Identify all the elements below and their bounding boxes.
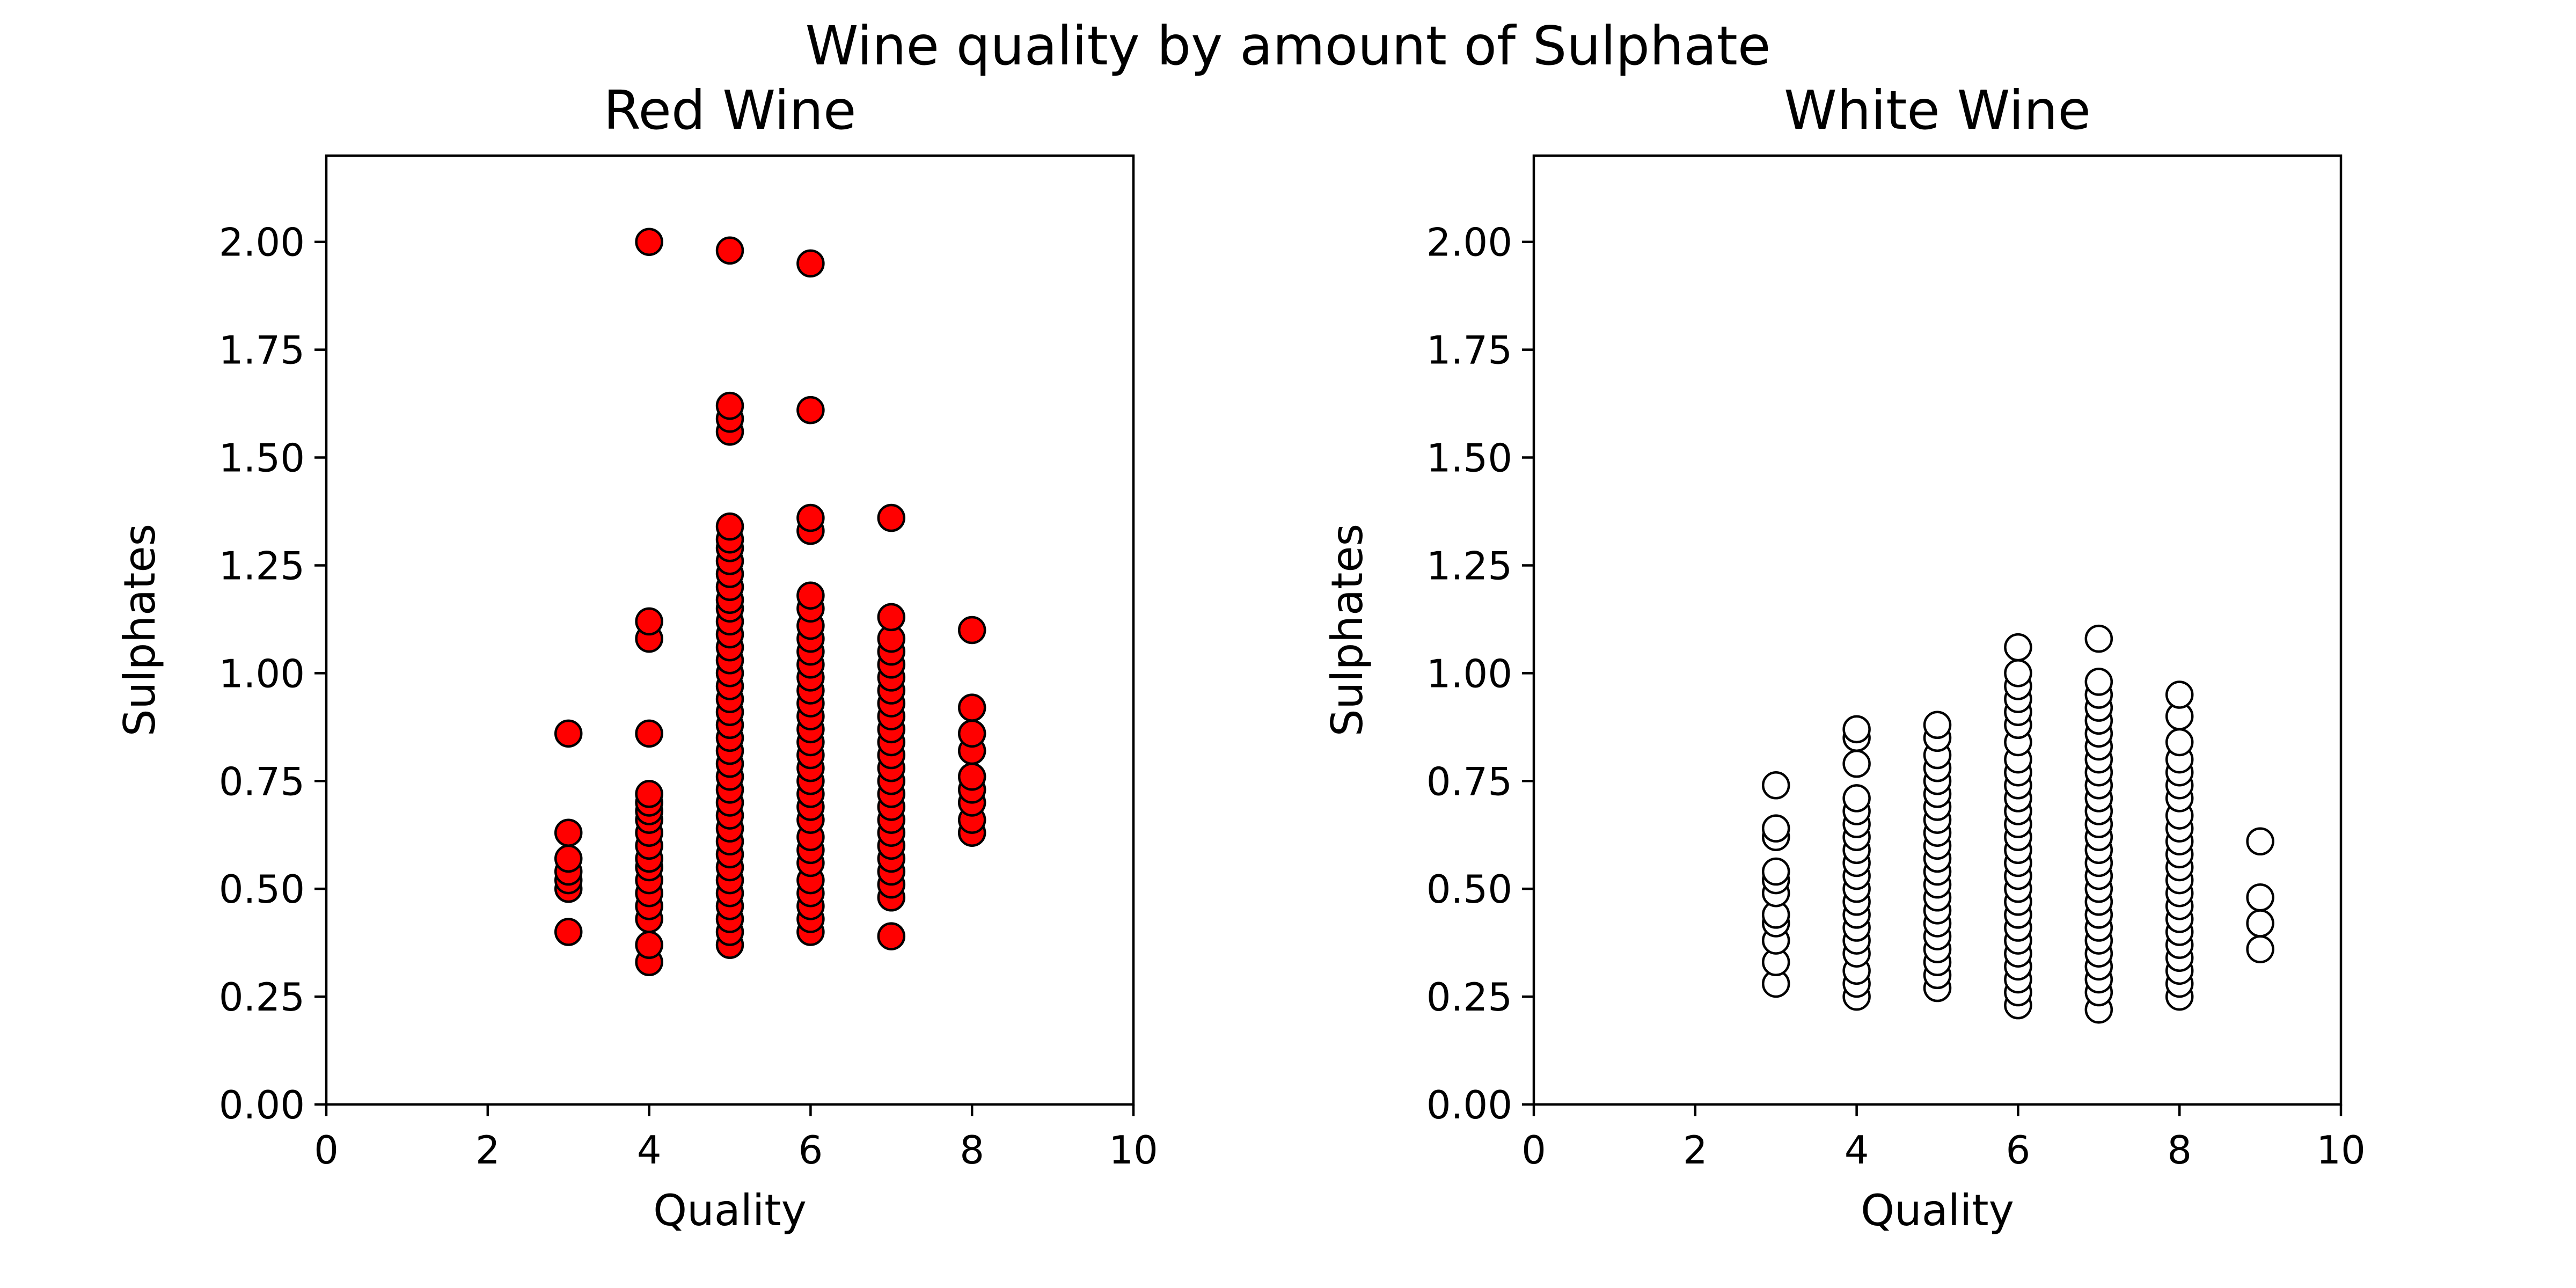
- white-wine-y-tick-label: 0.25: [1426, 975, 1512, 1020]
- red-wine-data-point: [957, 616, 986, 645]
- white-wine-title: White Wine: [1784, 79, 2091, 142]
- red-wine-y-tick-label: 1.75: [219, 328, 305, 373]
- white-wine-y-tick-label: 0.00: [1426, 1082, 1512, 1128]
- red-wine-data-point: [715, 236, 744, 265]
- white-wine-data-point: [1761, 771, 1790, 800]
- red-wine-panel: Red Wine Quality Sulphates 0 2 4 6 8 10 0.00 0.25 0…: [115, 79, 1158, 1235]
- white-wine-x-tick-label: 10: [2316, 1128, 2366, 1173]
- red-wine-y-tick-label: 1.00: [219, 651, 305, 696]
- red-wine-data-point: [796, 503, 825, 532]
- white-wine-y-tick-label: 0.75: [1426, 759, 1512, 804]
- white-wine-x-tick-label: 2: [1683, 1128, 1708, 1173]
- white-wine-data-point: [2084, 668, 2113, 696]
- red-wine-y-axis-label: Sulphates: [115, 524, 165, 736]
- red-wine-x-tick-label: 4: [637, 1128, 662, 1173]
- red-wine-x-axis-label: Quality: [653, 1185, 807, 1235]
- red-wine-x-tick-label: 6: [798, 1128, 823, 1173]
- white-wine-data-point: [2084, 624, 2113, 653]
- red-wine-data-point: [877, 503, 906, 532]
- red-wine-y-tick-label: 0.00: [219, 1082, 305, 1128]
- red-wine-data-point: [957, 762, 986, 791]
- red-wine-data-point: [635, 719, 663, 748]
- white-wine-data-point: [2165, 680, 2194, 709]
- red-wine-data-point: [554, 844, 583, 873]
- red-wine-y-tick-label: 0.75: [219, 759, 305, 804]
- red-wine-x-tick-label: 0: [314, 1128, 339, 1173]
- white-wine-data-point: [1842, 784, 1871, 813]
- red-wine-y-tick-label: 1.25: [219, 543, 305, 588]
- red-wine-y-tick-label: 1.50: [219, 436, 305, 481]
- white-wine-x-tick-label: 0: [1521, 1128, 1546, 1173]
- red-wine-data-point: [957, 693, 986, 722]
- red-wine-y-tick-label: 0.25: [219, 975, 305, 1020]
- white-wine-data-point: [1761, 814, 1790, 843]
- red-wine-axes-frame: [325, 154, 1135, 1106]
- white-wine-x-axis-label: Quality: [1861, 1185, 2014, 1235]
- figure-suptitle: Wine quality by amount of Sulphate: [806, 14, 1771, 77]
- white-wine-data-point: [2246, 935, 2274, 963]
- white-wine-data-point: [2246, 827, 2274, 856]
- red-wine-data-point: [554, 918, 583, 946]
- red-wine-data-point: [635, 607, 663, 636]
- red-wine-y-tick-label: 2.00: [219, 220, 305, 265]
- white-wine-x-tick-label: 4: [1845, 1128, 1869, 1173]
- red-wine-x-tick-label: 10: [1109, 1128, 1158, 1173]
- white-wine-axes-frame: [1532, 154, 2343, 1106]
- white-wine-y-tick-label: 0.50: [1426, 867, 1512, 912]
- white-wine-panel: White Wine Quality Sulphates 0 2 4 6 8 10 0.00 0.2…: [1322, 79, 2366, 1235]
- white-wine-y-axis-label: Sulphates: [1322, 524, 1372, 736]
- white-wine-data-point: [1923, 711, 1952, 740]
- white-wine-y-tick-label: 2.00: [1426, 220, 1512, 265]
- red-wine-title: Red Wine: [603, 79, 856, 142]
- red-wine-data-point: [715, 391, 744, 420]
- red-wine-data-point: [635, 780, 663, 808]
- red-wine-data-point: [635, 931, 663, 959]
- white-wine-y-tick-label: 1.75: [1426, 328, 1512, 373]
- white-wine-data-point: [2246, 909, 2274, 938]
- red-wine-data-point: [715, 512, 744, 541]
- red-wine-data-point: [554, 818, 583, 847]
- red-wine-x-tick-label: 2: [475, 1128, 500, 1173]
- red-wine-data-point: [796, 581, 825, 610]
- white-wine-y-tick-label: 1.50: [1426, 436, 1512, 481]
- red-wine-data-point: [957, 719, 986, 748]
- red-wine-y-tick-label: 0.50: [219, 867, 305, 912]
- red-wine-data-point: [796, 396, 825, 425]
- white-wine-data-point: [2004, 633, 2032, 662]
- white-wine-data-point: [2004, 659, 2032, 687]
- red-wine-x-tick-label: 8: [960, 1128, 984, 1173]
- red-wine-data-point: [635, 228, 663, 256]
- white-wine-data-point: [1761, 857, 1790, 886]
- red-wine-data-point: [796, 249, 825, 278]
- red-wine-data-point: [877, 603, 906, 632]
- white-wine-data-point: [2165, 728, 2194, 757]
- white-wine-data-point: [2246, 883, 2274, 912]
- red-wine-data-point: [877, 922, 906, 950]
- red-wine-data-point: [554, 719, 583, 748]
- white-wine-data-point: [1842, 749, 1871, 778]
- white-wine-x-tick-label: 6: [2006, 1128, 2030, 1173]
- white-wine-x-tick-label: 8: [2167, 1128, 2192, 1173]
- white-wine-data-point: [1842, 715, 1871, 744]
- white-wine-y-tick-label: 1.00: [1426, 651, 1512, 696]
- white-wine-y-tick-label: 1.25: [1426, 543, 1512, 588]
